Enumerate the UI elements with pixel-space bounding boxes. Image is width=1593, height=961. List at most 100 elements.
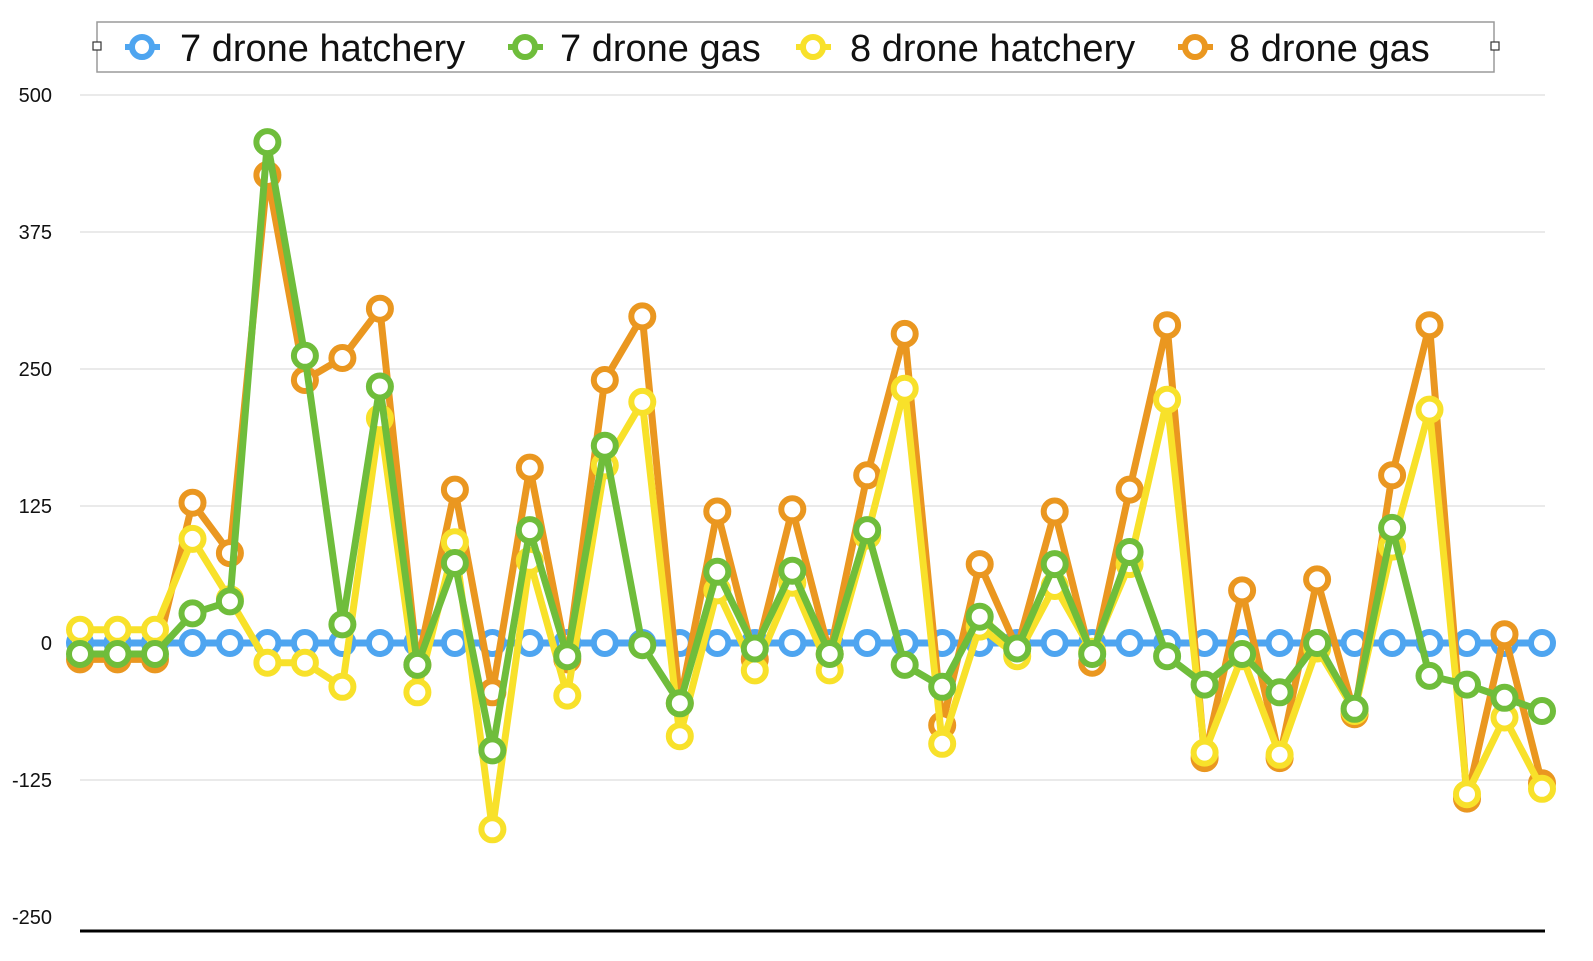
- data-point-7-drone-gas[interactable]: [440, 549, 469, 577]
- data-point-7-drone-hatchery[interactable]: [1528, 629, 1556, 657]
- data-point-7-drone-hatchery[interactable]: [440, 629, 469, 657]
- data-point-8-drone-hatchery[interactable]: [1153, 385, 1182, 414]
- data-point-8-drone-hatchery[interactable]: [1265, 740, 1294, 769]
- data-point-8-drone-gas[interactable]: [1115, 475, 1144, 504]
- data-point-7-drone-hatchery[interactable]: [1040, 629, 1069, 657]
- data-point-7-drone-gas[interactable]: [890, 650, 919, 679]
- data-point-7-drone-gas[interactable]: [1003, 634, 1032, 663]
- data-point-8-drone-gas[interactable]: [365, 294, 394, 323]
- data-point-7-drone-gas[interactable]: [1528, 697, 1556, 725]
- data-point-7-drone-gas[interactable]: [928, 672, 957, 701]
- data-point-8-drone-gas[interactable]: [440, 475, 469, 504]
- data-point-7-drone-gas[interactable]: [1265, 678, 1294, 707]
- data-point-8-drone-gas[interactable]: [628, 302, 657, 331]
- data-point-7-drone-gas[interactable]: [1415, 661, 1444, 690]
- data-point-7-drone-hatchery[interactable]: [853, 629, 882, 657]
- data-point-8-drone-gas[interactable]: [1228, 576, 1257, 605]
- data-point-8-drone-gas[interactable]: [853, 461, 882, 490]
- data-point-7-drone-gas[interactable]: [1378, 513, 1407, 542]
- data-point-7-drone-hatchery[interactable]: [703, 629, 732, 657]
- data-point-7-drone-gas[interactable]: [1453, 670, 1481, 699]
- data-point-7-drone-gas[interactable]: [1190, 670, 1219, 699]
- data-point-7-drone-gas[interactable]: [1490, 683, 1519, 712]
- data-point-8-drone-hatchery[interactable]: [628, 387, 657, 416]
- data-point-7-drone-hatchery[interactable]: [590, 629, 619, 657]
- data-point-8-drone-gas[interactable]: [178, 488, 207, 517]
- data-point-8-drone-hatchery[interactable]: [478, 815, 507, 844]
- data-point-8-drone-hatchery[interactable]: [290, 648, 319, 677]
- data-point-7-drone-gas[interactable]: [1153, 642, 1182, 671]
- data-point-8-drone-gas[interactable]: [328, 344, 357, 372]
- data-point-7-drone-gas[interactable]: [628, 631, 657, 660]
- data-point-7-drone-hatchery[interactable]: [1453, 629, 1481, 657]
- legend-item-8-drone-hatchery[interactable]: 8 drone hatchery: [796, 28, 1135, 70]
- legend-item-8-drone-gas[interactable]: 8 drone gas: [1178, 28, 1430, 70]
- data-point-8-drone-gas[interactable]: [1303, 565, 1332, 594]
- data-point-8-drone-gas[interactable]: [1378, 461, 1407, 490]
- data-point-8-drone-hatchery[interactable]: [1415, 395, 1444, 424]
- data-point-8-drone-hatchery[interactable]: [253, 648, 282, 677]
- data-point-7-drone-gas[interactable]: [853, 516, 882, 545]
- data-point-8-drone-hatchery[interactable]: [928, 729, 957, 758]
- legend-handle-left[interactable]: [92, 41, 102, 51]
- data-point-7-drone-gas[interactable]: [778, 556, 807, 585]
- data-point-7-drone-gas[interactable]: [478, 736, 507, 765]
- legend-item-7-drone-gas[interactable]: 7 drone gas: [508, 28, 761, 70]
- data-point-8-drone-gas[interactable]: [515, 453, 544, 482]
- data-point-7-drone-hatchery[interactable]: [178, 629, 207, 657]
- data-point-8-drone-hatchery[interactable]: [890, 374, 919, 403]
- data-point-8-drone-hatchery[interactable]: [1190, 738, 1219, 767]
- data-point-7-drone-gas[interactable]: [328, 610, 357, 639]
- data-point-7-drone-hatchery[interactable]: [365, 629, 394, 657]
- data-point-7-drone-gas[interactable]: [1303, 629, 1332, 657]
- data-point-7-drone-hatchery[interactable]: [1378, 629, 1407, 657]
- data-point-7-drone-gas[interactable]: [253, 128, 282, 157]
- data-point-7-drone-hatchery[interactable]: [1265, 629, 1294, 657]
- data-point-8-drone-gas[interactable]: [1490, 620, 1519, 649]
- legend-item-7-drone-hatchery[interactable]: 7 drone hatchery: [125, 28, 465, 70]
- data-point-8-drone-hatchery[interactable]: [103, 615, 132, 644]
- data-point-7-drone-gas[interactable]: [553, 642, 582, 671]
- data-point-8-drone-gas[interactable]: [965, 550, 994, 579]
- data-point-7-drone-hatchery[interactable]: [215, 629, 244, 657]
- data-point-7-drone-gas[interactable]: [365, 372, 394, 401]
- data-point-8-drone-hatchery[interactable]: [665, 722, 694, 751]
- data-point-8-drone-gas[interactable]: [703, 497, 732, 526]
- data-point-8-drone-gas[interactable]: [1040, 497, 1069, 526]
- data-point-7-drone-gas[interactable]: [665, 689, 694, 718]
- data-point-7-drone-gas[interactable]: [215, 587, 244, 616]
- data-point-7-drone-gas[interactable]: [703, 557, 732, 586]
- data-point-7-drone-gas[interactable]: [590, 431, 619, 460]
- data-point-7-drone-gas[interactable]: [1115, 538, 1144, 566]
- data-point-8-drone-gas[interactable]: [890, 319, 919, 348]
- data-point-8-drone-hatchery[interactable]: [740, 656, 769, 685]
- data-point-8-drone-hatchery[interactable]: [403, 678, 432, 707]
- data-point-7-drone-gas[interactable]: [1040, 550, 1069, 579]
- data-point-7-drone-gas[interactable]: [66, 640, 94, 668]
- data-point-8-drone-hatchery[interactable]: [1528, 774, 1556, 803]
- data-point-7-drone-gas[interactable]: [1078, 640, 1107, 668]
- data-point-7-drone-gas[interactable]: [403, 650, 432, 679]
- data-point-7-drone-gas[interactable]: [103, 640, 132, 668]
- data-point-7-drone-gas[interactable]: [965, 602, 994, 631]
- data-point-8-drone-gas[interactable]: [778, 495, 807, 524]
- data-point-7-drone-gas[interactable]: [1228, 640, 1257, 668]
- data-point-7-drone-gas[interactable]: [515, 516, 544, 545]
- data-point-8-drone-hatchery[interactable]: [66, 615, 94, 644]
- data-point-8-drone-gas[interactable]: [590, 366, 619, 394]
- data-point-8-drone-hatchery[interactable]: [141, 615, 169, 644]
- data-point-7-drone-hatchery[interactable]: [1115, 629, 1144, 657]
- legend[interactable]: 7 drone hatchery 7 drone gas 8 drone hat…: [92, 21, 1500, 73]
- data-point-8-drone-gas[interactable]: [1153, 311, 1182, 340]
- data-point-7-drone-gas[interactable]: [141, 640, 169, 668]
- data-point-8-drone-hatchery[interactable]: [1453, 780, 1481, 809]
- data-point-7-drone-gas[interactable]: [178, 599, 207, 628]
- data-point-8-drone-hatchery[interactable]: [178, 524, 207, 553]
- data-point-7-drone-hatchery[interactable]: [778, 629, 807, 657]
- data-point-8-drone-hatchery[interactable]: [328, 672, 357, 701]
- legend-handle-right[interactable]: [1490, 41, 1500, 51]
- data-point-7-drone-gas[interactable]: [290, 341, 319, 370]
- data-point-8-drone-gas[interactable]: [1415, 311, 1444, 340]
- data-point-7-drone-gas[interactable]: [740, 634, 769, 663]
- data-point-8-drone-hatchery[interactable]: [553, 681, 582, 710]
